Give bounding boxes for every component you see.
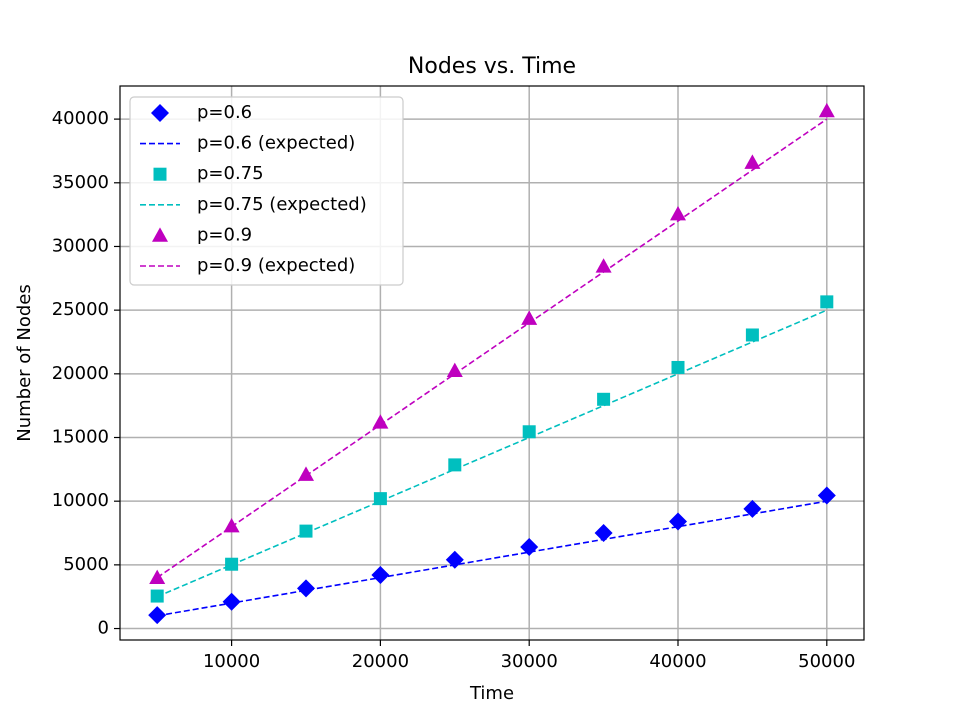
data-point	[520, 538, 539, 557]
y-tick-label: 35000	[52, 172, 109, 193]
data-point	[745, 328, 759, 342]
x-tick-label: 40000	[649, 651, 706, 672]
data-point	[594, 524, 613, 543]
x-axis-label: Time	[469, 683, 514, 704]
data-point	[446, 362, 463, 378]
x-tick-label: 20000	[352, 651, 409, 672]
y-tick-label: 25000	[52, 299, 109, 320]
y-tick-label: 30000	[52, 235, 109, 256]
data-point	[148, 606, 167, 625]
legend-label: p=0.6 (expected)	[197, 133, 355, 154]
data-point	[372, 414, 389, 429]
axes-frame	[119, 85, 865, 641]
series-line-p-0-75-expected-	[156, 309, 828, 598]
data-point	[297, 579, 315, 598]
data-point	[448, 458, 462, 472]
legend-marker	[151, 104, 169, 122]
series-line-p-0-6-expected-	[157, 500, 827, 617]
data-point	[223, 518, 240, 533]
chart-title: Nodes vs. Time	[408, 54, 576, 79]
data-point	[744, 154, 761, 169]
y-axis-label: Number of Nodes	[14, 284, 35, 441]
data-point	[150, 589, 164, 603]
data-point	[817, 486, 836, 505]
legend: p=0.6 p=0.6 (expected) p=0.75 p=0.75 (expec…	[129, 96, 404, 286]
data-point	[222, 592, 241, 611]
data-point	[820, 295, 834, 309]
ticks: 10000 20000 30000 40000 50000 0 5000 10000 15000…	[52, 108, 856, 672]
data-point	[225, 557, 239, 571]
data-point	[298, 466, 314, 481]
legend-box	[129, 96, 404, 286]
legend-label: p=0.9 (expected)	[197, 255, 355, 276]
series-markers-p-0-9	[149, 102, 835, 584]
series-markers-p-0-6	[148, 486, 836, 625]
data-point	[595, 258, 612, 273]
series-markers-p-0-75	[150, 295, 834, 603]
legend-label: p=0.75 (expected)	[197, 194, 367, 215]
data-point	[371, 566, 390, 585]
x-tick-label: 30000	[501, 651, 558, 672]
data-point	[521, 310, 538, 325]
legend-label: p=0.6	[197, 102, 252, 123]
y-tick-label: 40000	[52, 108, 109, 129]
plot-series	[148, 102, 836, 625]
data-point	[818, 102, 835, 118]
data-point	[149, 569, 166, 584]
data-point	[522, 425, 536, 439]
y-tick-label: 20000	[52, 363, 109, 384]
data-point	[445, 550, 464, 569]
y-tick-label: 15000	[52, 427, 109, 448]
data-point	[669, 512, 687, 531]
y-tick-label: 10000	[52, 490, 109, 511]
legend-label: p=0.75	[197, 163, 264, 184]
data-point	[671, 360, 685, 374]
y-tick-label: 5000	[63, 554, 109, 575]
x-tick-label: 50000	[798, 651, 855, 672]
data-point	[299, 524, 313, 538]
data-point	[743, 499, 762, 518]
data-point	[597, 392, 611, 406]
series-line-p-0-9-expected-	[156, 118, 828, 579]
y-tick-label: 0	[98, 618, 109, 639]
legend-marker	[153, 167, 167, 181]
data-point	[373, 492, 387, 506]
x-tick-label: 10000	[203, 651, 260, 672]
legend-marker	[152, 227, 168, 242]
data-point	[670, 205, 686, 221]
legend-label: p=0.9	[197, 224, 252, 245]
